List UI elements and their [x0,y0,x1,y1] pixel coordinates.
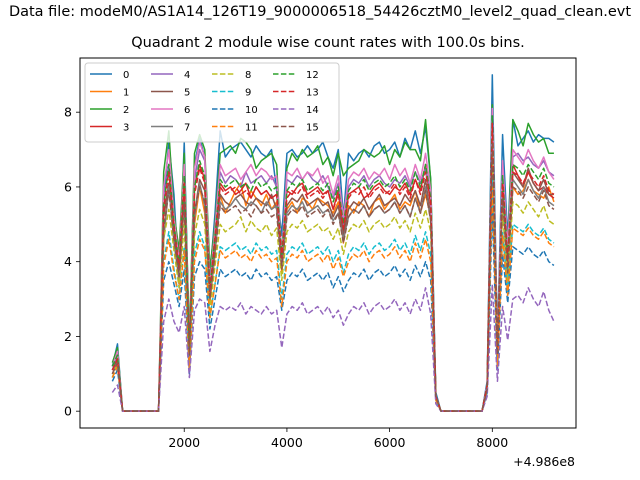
legend-label-10: 10 [245,105,258,116]
y-tick-label: 0 [64,404,72,419]
legend-label-6: 6 [184,105,190,116]
legend-label-9: 9 [245,88,251,99]
y-axis: 0 2 4 6 8 [64,105,80,419]
legend-label-11: 11 [245,123,258,134]
legend-box [84,62,340,143]
legend-label-2: 2 [123,105,129,116]
y-tick-label: 2 [64,329,72,344]
legend-label-3: 3 [123,123,129,134]
x-axis: 2000 4000 6000 8000 [168,428,508,450]
figure-suptitle: Data file: modeM0/AS1A14_126T19_90000065… [8,4,632,20]
x-tick-label: 2000 [168,435,200,450]
y-tick-label: 6 [64,179,72,194]
x-tick-label: 4000 [271,435,303,450]
y-tick-label: 8 [64,105,72,120]
series-layer [111,74,555,412]
legend-label-5: 5 [184,88,190,99]
legend-label-0: 0 [123,70,129,81]
legend-label-1: 1 [123,88,129,99]
legend-label-14: 14 [306,105,319,116]
series-line-11 [111,186,555,412]
legend-label-13: 13 [306,88,319,99]
x-tick-label: 6000 [374,435,406,450]
x-tick-label: 8000 [476,435,508,450]
legend-label-8: 8 [245,70,251,81]
series-line-15 [111,141,555,412]
legend-label-4: 4 [184,70,190,81]
series-line-12 [111,115,555,412]
legend-label-7: 7 [184,123,190,134]
legend-label-12: 12 [306,70,319,81]
legend-label-15: 15 [306,123,319,134]
y-tick-label: 4 [64,254,72,269]
plot-frame [79,57,577,429]
chart-title: Quadrant 2 module wise count rates with … [131,35,525,51]
x-axis-offset-label: +4.986e8 [513,454,575,469]
